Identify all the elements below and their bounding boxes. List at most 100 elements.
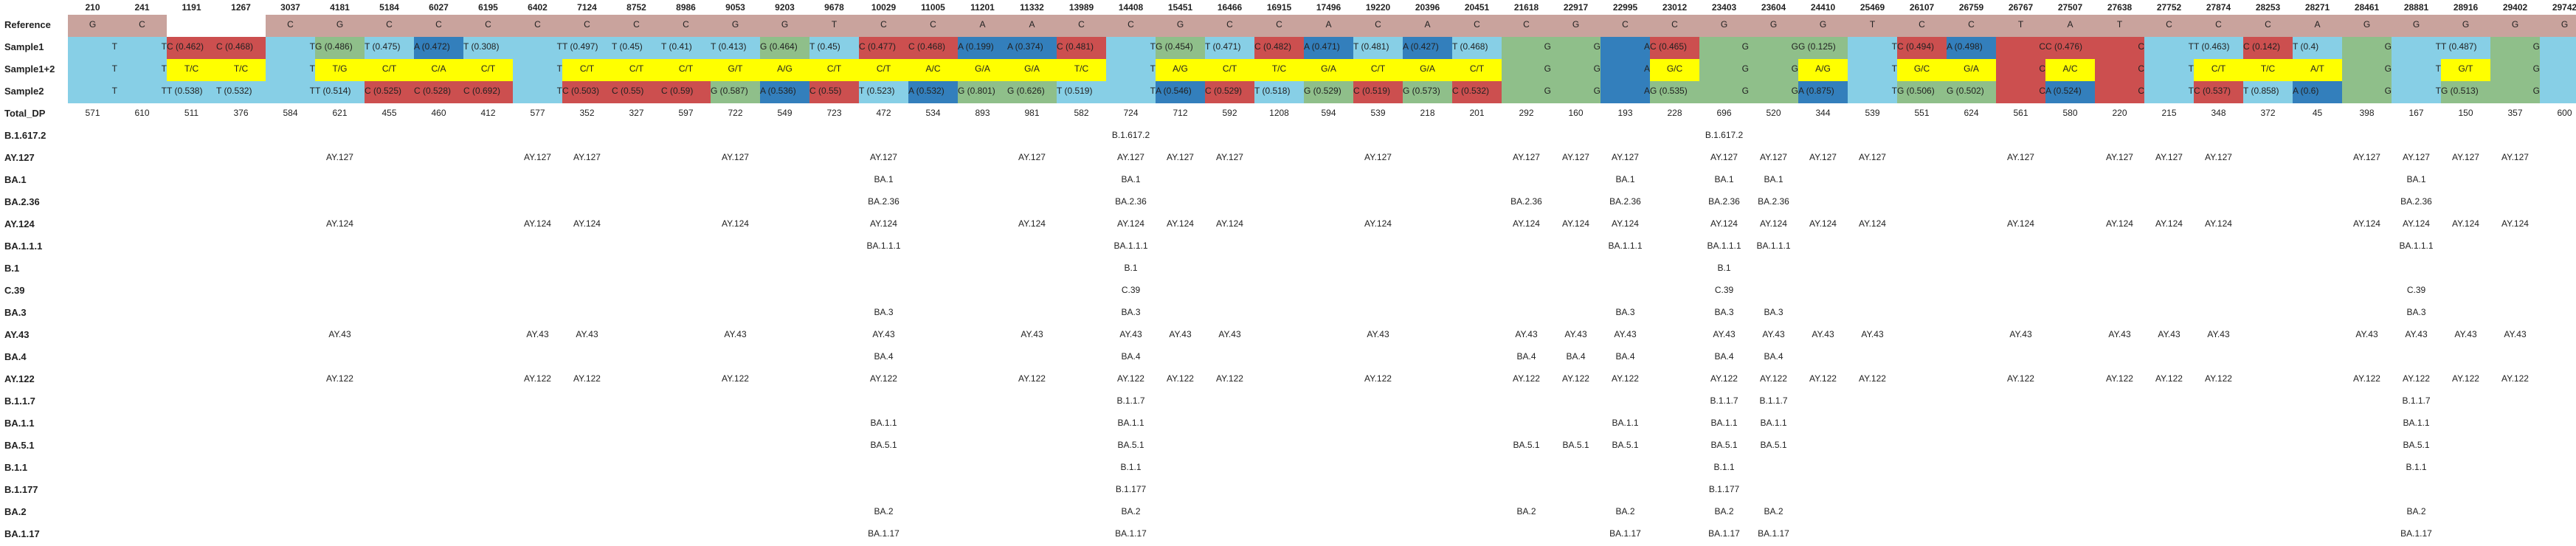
lineage-marker: AY.127 (2452, 152, 2479, 162)
sample1-call: T (1848, 37, 1897, 59)
lineage-marker: B.1 (1717, 263, 1731, 273)
sample2-call: G (0.535) (1650, 81, 1699, 103)
lineage-marker: AY.43 (1021, 329, 1043, 339)
lineage-marker: BA.2.36 (1510, 196, 1542, 207)
position-header: 241 (134, 2, 150, 13)
position-header: 8752 (626, 2, 646, 13)
sample2-call: C (2095, 81, 2144, 103)
lineage-marker: AY.127 (1216, 152, 1243, 162)
lineage-marker: BA.1.17 (1758, 528, 1789, 539)
lineage-label: B.1 (4, 263, 20, 274)
sample12-call: C (1996, 59, 2045, 81)
position-header: 6402 (528, 2, 548, 13)
lineage-marker: C.39 (1714, 285, 1734, 295)
lineage-label: B.1.177 (4, 484, 38, 495)
lineage-label: AY.124 (4, 218, 35, 229)
total-dp-value: 412 (480, 108, 496, 118)
sample1-call: G (2342, 37, 2392, 59)
lineage-marker: AY.124 (1562, 218, 1589, 229)
total-dp-value: 348 (2211, 108, 2226, 118)
lineage-marker: AY.122 (1809, 373, 1837, 384)
lineage-marker: BA.3 (1615, 307, 1635, 317)
lineage-marker: AY.43 (2108, 329, 2131, 339)
reference-base: A (2293, 15, 2342, 37)
sample2-call: G (1502, 81, 1551, 103)
sample2-call: C (0.529) (1205, 81, 1254, 103)
lineage-marker: AY.127 (1117, 152, 1144, 162)
lineage-label: BA.3 (4, 307, 27, 318)
sample12-call: T/C (1254, 59, 1304, 81)
lineage-marker: B.1.1.7 (1759, 395, 1788, 406)
reference-base: G (760, 15, 809, 37)
sample1-call: A (1600, 37, 1650, 59)
reference-base: C (414, 15, 463, 37)
lineage-marker: AY.122 (1018, 373, 1046, 384)
lineage-marker: BA.2 (1121, 506, 1141, 516)
sample2-call: C (1996, 81, 2045, 103)
sample12-call: G/A (1304, 59, 1353, 81)
lineage-marker: BA.5.1 (1710, 440, 1738, 450)
lineage-marker: B.1.177 (1115, 484, 1147, 494)
position-header: 11005 (921, 2, 945, 13)
sample1-call: T (0.463) (2194, 37, 2243, 59)
position-header: 26767 (2008, 2, 2034, 13)
position-header: 17496 (1316, 2, 1341, 13)
sample12-call: C/T (661, 59, 711, 81)
lineage-marker: BA.1.1 (1117, 418, 1144, 428)
lineage-marker: BA.1 (1764, 174, 1783, 184)
total-dp-value: 193 (1617, 108, 1633, 118)
lineage-marker: BA.1.17 (868, 528, 899, 539)
sample2-call: G (0.529) (1304, 81, 1353, 103)
lineage-marker: AY.122 (870, 373, 897, 384)
lineage-marker: AY.122 (2106, 373, 2133, 384)
lineage-marker: BA.4 (1516, 351, 1536, 362)
lineage-marker: AY.127 (2353, 152, 2380, 162)
sample1-call: T (2392, 37, 2441, 59)
total-dp-value: 292 (1519, 108, 1534, 118)
lineage-marker: BA.2.36 (2400, 196, 2432, 207)
reference-base: C (266, 15, 315, 37)
lineage-marker: AY.124 (2106, 218, 2133, 229)
sample2-call: C (0.55) (809, 81, 859, 103)
lineage-marker: AY.43 (1713, 329, 1736, 339)
lineage-marker: B.1.617.2 (1705, 130, 1744, 140)
lineage-marker: AY.124 (2452, 218, 2479, 229)
sample1-call: G (0.125) (1798, 37, 1848, 59)
sample2-call: T (266, 81, 315, 103)
sample12-call: G (2342, 59, 2392, 81)
lineage-marker: BA.3 (1714, 307, 1734, 317)
sample1-call: C (2095, 37, 2144, 59)
sample12-call: T (2540, 59, 2576, 81)
position-header: 9053 (725, 2, 745, 13)
lineage-marker: AY.122 (2007, 373, 2034, 384)
sample1-call: C (0.481) (1057, 37, 1106, 59)
total-dp-value: 580 (2062, 108, 2078, 118)
position-header: 15451 (1167, 2, 1193, 13)
lineage-marker: BA.1 (1615, 174, 1635, 184)
sample12-call: C/T (2194, 59, 2243, 81)
sample12-call: G (2490, 59, 2540, 81)
sample2-call: T (117, 81, 167, 103)
position-header: 28881 (2403, 2, 2429, 13)
position-header: 22995 (1612, 2, 1638, 13)
lineage-marker: AY.124 (2205, 218, 2232, 229)
lineage-marker: BA.2.36 (1609, 196, 1641, 207)
sample2-call: T (0.858) (2243, 81, 2293, 103)
lineage-marker: BA.1.17 (2400, 528, 2432, 539)
sample12-call: G/A (1947, 59, 1996, 81)
lineage-marker: BA.2.36 (1115, 196, 1147, 207)
sample2-call: C (0.692) (463, 81, 513, 103)
lineage-marker: AY.43 (2504, 329, 2527, 339)
row-label-sample12: Sample1+2 (4, 63, 55, 75)
total-dp-value: 724 (1123, 108, 1139, 118)
sample12-call: T/C (167, 59, 216, 81)
total-dp-value: 376 (233, 108, 249, 118)
sample1-call: T (0.308) (463, 37, 513, 59)
lineage-marker: AY.124 (1710, 218, 1738, 229)
reference-base: C (1057, 15, 1106, 37)
lineage-marker: BA.4 (1121, 351, 1141, 362)
total-dp-value: 893 (975, 108, 990, 118)
lineage-marker: B.1.1.7 (2402, 395, 2431, 406)
lineage-marker: BA.1.17 (1115, 528, 1147, 539)
sample2-call: C (0.525) (365, 81, 414, 103)
